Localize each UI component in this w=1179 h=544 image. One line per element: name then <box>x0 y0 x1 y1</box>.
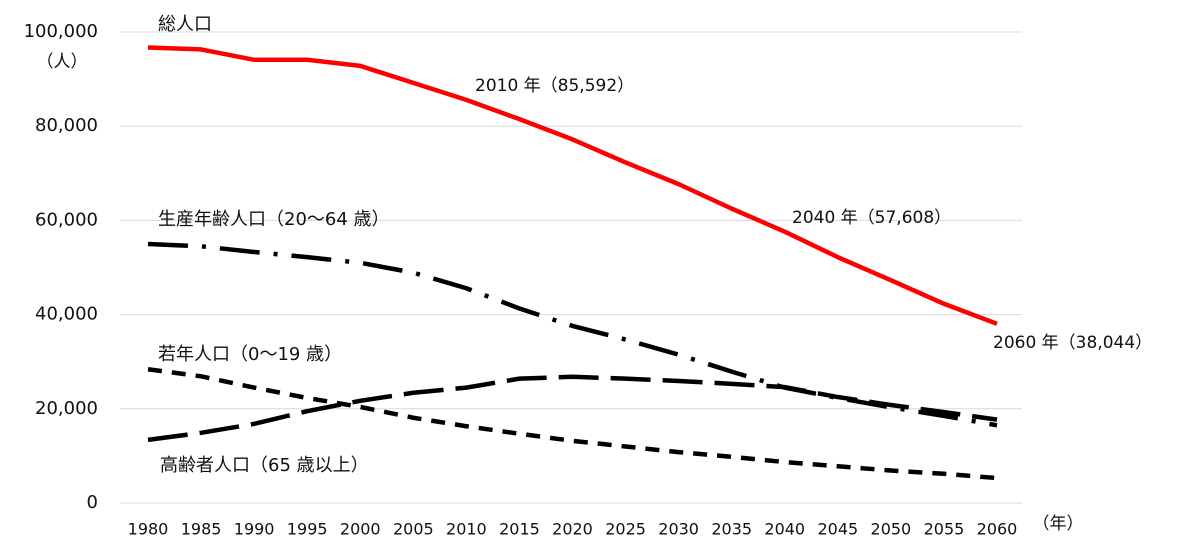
y-tick-label: 80,000 <box>35 115 98 136</box>
y-tick-label: 40,000 <box>35 304 98 325</box>
series-label: 高齢者人口（65 歳以上） <box>160 455 369 476</box>
x-tick-label: 2045 <box>817 520 858 539</box>
x-tick-label: 1995 <box>287 520 328 539</box>
y-tick-label: 100,000 <box>24 21 98 42</box>
y-tick-label: 20,000 <box>35 398 98 419</box>
annotation: 2010 年（85,592） <box>475 76 634 96</box>
x-tick-label: 2030 <box>658 520 699 539</box>
annotation: 2040 年（57,608） <box>792 208 951 228</box>
x-tick-label: 1980 <box>128 520 169 539</box>
x-tick-label: 1990 <box>234 520 275 539</box>
x-tick-label: 2035 <box>711 520 752 539</box>
x-tick-label: 2020 <box>552 520 593 539</box>
x-tick-label: 2005 <box>393 520 434 539</box>
series-label: 総人口 <box>158 14 212 35</box>
series-label: 若年人口（0～19 歳） <box>158 344 342 365</box>
y-tick-label: 60,000 <box>35 209 98 230</box>
x-tick-label: 2010 <box>446 520 487 539</box>
x-unit: （年） <box>1033 514 1084 534</box>
series-line <box>147 374 998 443</box>
series-line <box>147 45 998 326</box>
y-unit: （人） <box>37 52 88 72</box>
y-tick-label: 0 <box>87 492 98 513</box>
series-label: 生産年齢人口（20～64 歳） <box>158 209 390 230</box>
x-tick-label: 2050 <box>871 520 912 539</box>
x-tick-label: 2025 <box>605 520 646 539</box>
annotation: 2060 年（38,044） <box>993 333 1152 353</box>
x-tick-label: 2015 <box>499 520 540 539</box>
x-tick-label: 2040 <box>764 520 805 539</box>
x-tick-label: 2055 <box>924 520 965 539</box>
x-tick-label: 2000 <box>340 520 381 539</box>
x-tick-label: 1985 <box>181 520 222 539</box>
x-tick-label: 2060 <box>977 520 1018 539</box>
